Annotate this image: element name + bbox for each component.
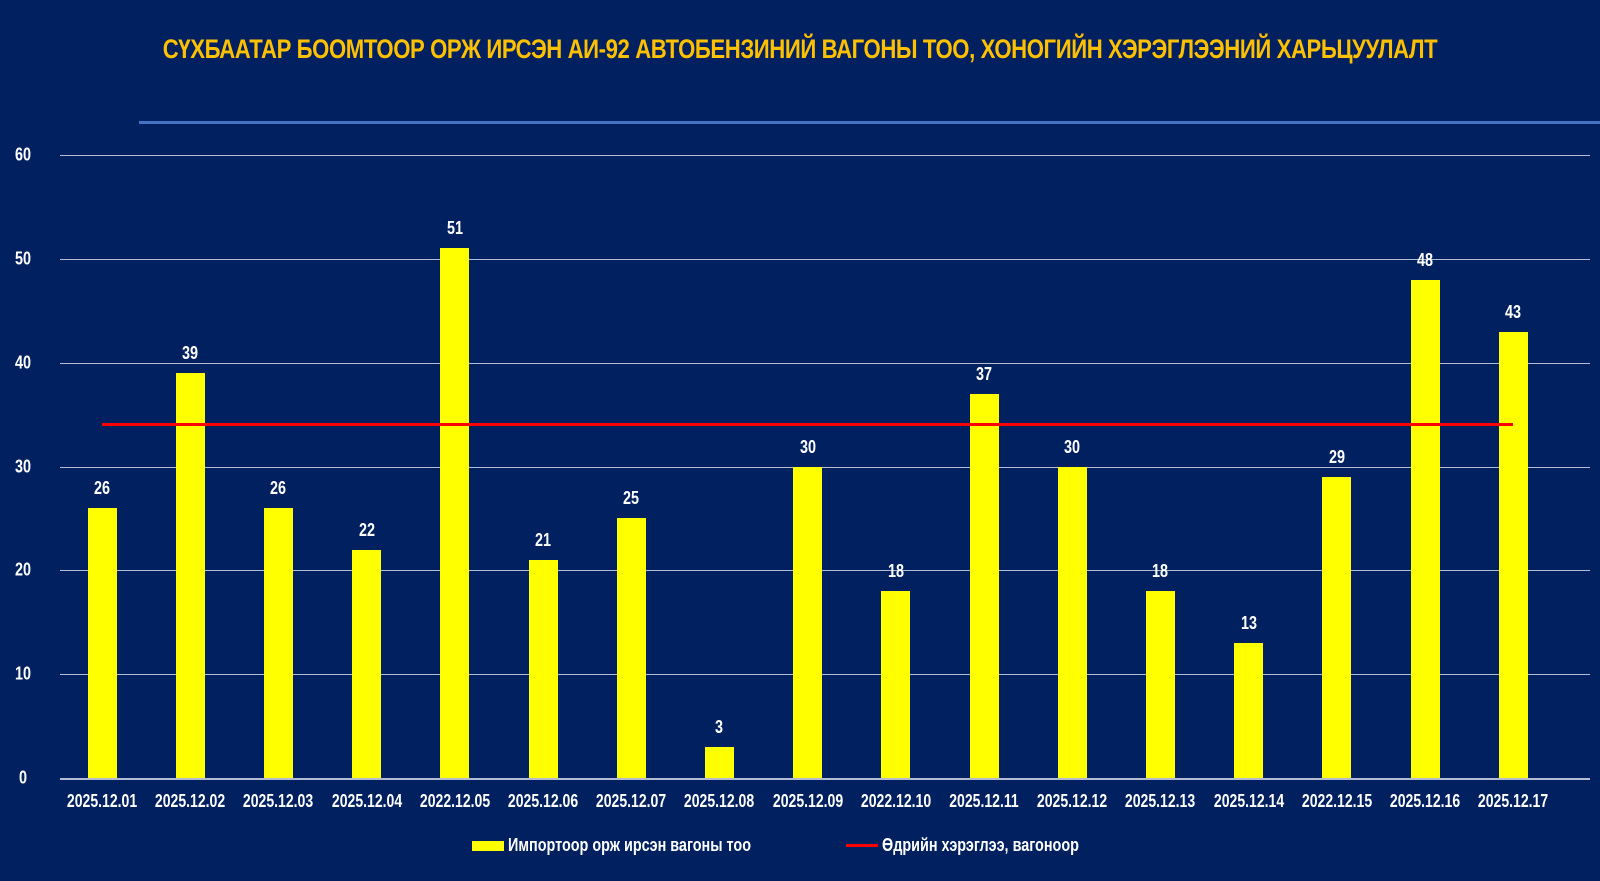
gridline xyxy=(60,155,1590,156)
bar-value-label: 25 xyxy=(623,488,640,509)
gridline xyxy=(60,570,1590,572)
bar xyxy=(87,508,117,778)
y-tick-label: 60 xyxy=(14,144,32,165)
bar-value-label: 3 xyxy=(715,716,724,737)
x-tick-label: 2025.12.11 xyxy=(949,791,1019,811)
bar xyxy=(1145,591,1175,778)
y-tick-label: 40 xyxy=(14,352,32,373)
x-tick-label: 2025.12.17 xyxy=(1478,791,1549,811)
bar xyxy=(616,518,646,778)
legend: Импортоор орж ирсэн вагоны тоо Өдрийн хэ… xyxy=(0,835,1600,856)
bar xyxy=(1498,331,1528,778)
bar-value-label: 37 xyxy=(975,363,993,384)
x-tick-label: 2025.12.03 xyxy=(243,791,314,811)
bar-value-label: 22 xyxy=(358,519,375,540)
x-tick-label: 2025.12.16 xyxy=(1389,791,1461,811)
bar xyxy=(263,508,293,778)
x-tick-label: 2025.12.01 xyxy=(66,791,138,811)
legend-line-swatch xyxy=(845,844,878,847)
x-tick-label: 2025.12.09 xyxy=(772,791,843,811)
bar xyxy=(969,393,999,778)
bar-value-label: 26 xyxy=(270,478,287,499)
legend-bar-swatch xyxy=(472,840,505,851)
y-tick-label: 20 xyxy=(14,559,32,580)
x-tick-label: 2025.12.12 xyxy=(1037,791,1108,811)
bar-value-label: 51 xyxy=(446,218,463,239)
x-tick-label: 2025.12.08 xyxy=(684,791,755,811)
bar-value-label: 29 xyxy=(1328,446,1345,467)
x-tick-label: 2022.12.15 xyxy=(1301,791,1372,811)
gridline xyxy=(60,674,1590,676)
legend-item-bars: Импортоор орж ирсэн вагоны тоо xyxy=(472,835,812,856)
gridline xyxy=(60,466,1590,468)
bar-value-label: 30 xyxy=(799,436,816,457)
legend-item-line: Өдрийн хэрэглээ, вагоноор xyxy=(845,835,1128,856)
legend-line-label: Өдрийн хэрэглээ, вагоноор xyxy=(881,835,1079,855)
x-tick-label: 2022.12.10 xyxy=(860,791,931,811)
bar xyxy=(1234,643,1264,778)
bar-value-label: 21 xyxy=(534,529,552,550)
y-tick-label: 50 xyxy=(14,248,32,269)
bar xyxy=(1322,476,1352,778)
bar xyxy=(1410,279,1440,778)
bar-value-label: 43 xyxy=(1505,301,1522,322)
bar xyxy=(528,559,558,778)
y-tick-label: 30 xyxy=(14,456,32,476)
x-tick-label: 2025.12.04 xyxy=(331,791,402,811)
plot-area: 0 10 20 30 40 50 60 26 2025.12.01 39 2025.12.02 26 2… xyxy=(15,145,1590,811)
x-tick-label: 2025.12.07 xyxy=(596,791,667,811)
gridline xyxy=(60,258,1590,260)
x-tick-label: 2025.12.13 xyxy=(1125,791,1196,811)
bar-value-label: 18 xyxy=(887,561,904,582)
bar xyxy=(440,248,470,778)
bar xyxy=(881,591,911,778)
bar xyxy=(352,549,382,778)
bar-value-label: 13 xyxy=(1240,613,1257,634)
y-tick-label: 10 xyxy=(14,663,32,684)
bar xyxy=(793,466,823,778)
bar-value-label: 30 xyxy=(1064,436,1081,457)
daily-consumption-line xyxy=(102,423,1514,427)
x-tick-label: 2022.12.05 xyxy=(419,791,490,811)
x-axis-line xyxy=(60,778,1590,780)
legend-bar-label: Импортоор орж ирсэн вагоны тоо xyxy=(508,835,752,855)
y-tick-label: 0 xyxy=(18,767,27,788)
top-rule xyxy=(139,121,1600,124)
gridline xyxy=(60,362,1590,364)
bar xyxy=(1057,466,1087,778)
bar-value-label: 18 xyxy=(1152,561,1169,582)
x-tick-label: 2025.12.06 xyxy=(507,791,579,811)
x-tick-label: 2025.12.02 xyxy=(155,791,226,811)
bar xyxy=(175,373,205,778)
bar-value-label: 39 xyxy=(182,343,199,364)
bar xyxy=(704,746,734,778)
x-tick-label: 2025.12.14 xyxy=(1213,791,1284,811)
bar-value-label: 26 xyxy=(93,478,111,499)
bar-value-label: 48 xyxy=(1416,249,1434,270)
chart-title: СҮХБААТАР БООМТООР ОРЖ ИРСЭН АИ-92 АВТОБ… xyxy=(162,34,1438,64)
